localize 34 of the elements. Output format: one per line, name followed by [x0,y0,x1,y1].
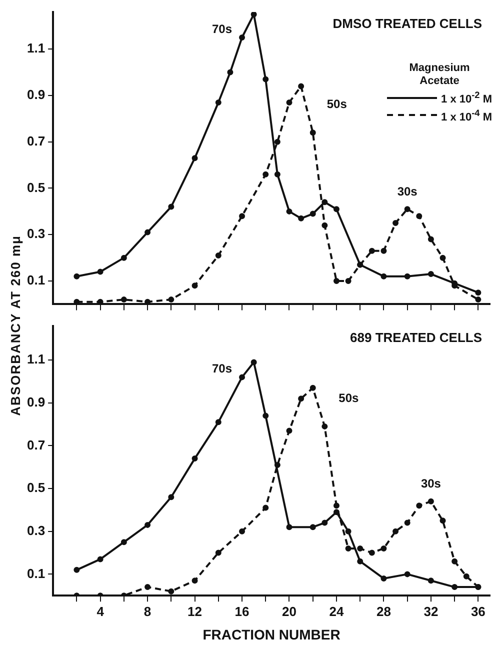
y-tick-label: 0.3 [26,522,46,538]
y-tick-label: 0.1 [26,272,46,288]
chart-title: 689 TREATED CELLS [350,330,482,345]
x-tick-label: 4 [96,604,105,619]
y-axis-title: ABSORBANCY AT 260 mμ [8,234,22,416]
y-tick-label: 1.1 [26,352,46,367]
x-tick-label: 36 [470,604,486,619]
chart-title: DMSO TREATED CELLS [332,16,482,32]
x-axis-title: FRACTION NUMBER [202,626,340,642]
y-tick-label: 0.7 [26,437,46,452]
y-tick-label: 0.5 [26,180,46,195]
x-tick-label: 12 [188,604,202,619]
y-tick-label: 1.1 [26,40,46,56]
legend-label: 1 x 10$^{-2}$ M [441,90,492,106]
y-tick-label: 0.7 [26,133,46,148]
legend-title: Magnesium Acetate [408,62,471,88]
annotation: 30s [397,184,418,198]
x-tick-label: 24 [329,604,344,619]
annotation: 50s [326,96,348,111]
x-tick-label: 32 [424,604,438,619]
x-tick-label: 28 [376,604,391,619]
annotation: 70s [212,362,232,376]
x-tick-label: 8 [144,604,152,619]
y-tick-label: 0.5 [26,480,46,496]
legend-label: 1 x 10$^{-4}$ M [441,108,492,124]
y-tick-label: 0.9 [26,87,46,102]
x-tick-label: 16 [234,604,250,619]
annotation: 70s [212,22,232,36]
x-tick-label: 20 [282,604,296,619]
y-tick-label: 0.1 [26,566,46,581]
y-tick-label: 0.3 [26,226,46,242]
annotation: 30s [420,476,442,491]
y-tick-label: 0.9 [26,394,46,410]
annotation: 50s [338,390,360,405]
